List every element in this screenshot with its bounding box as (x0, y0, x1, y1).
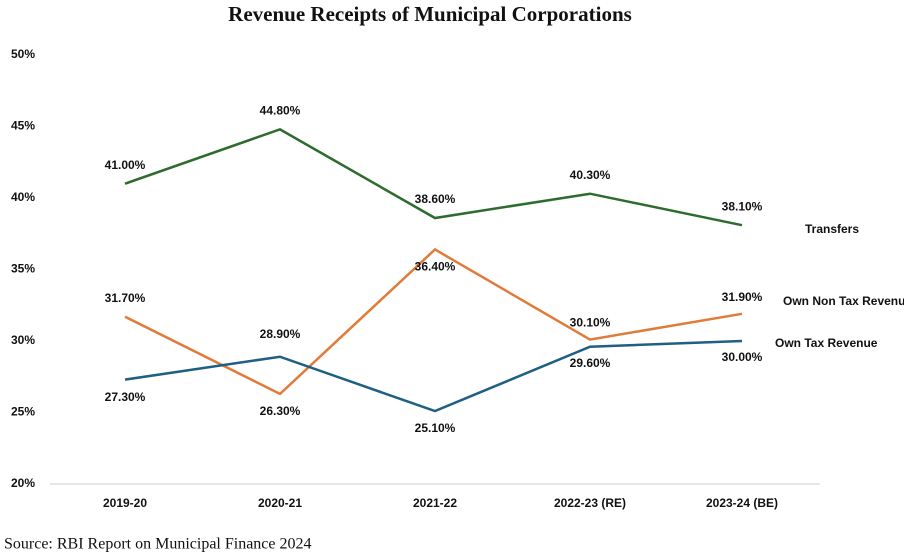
data-label: 26.30% (260, 404, 301, 418)
series-line (124, 339, 743, 413)
data-label: 30.00% (722, 350, 763, 364)
x-tick-label: 2023-24 (BE) (706, 496, 778, 510)
x-tick-label: 2022-23 (RE) (554, 496, 626, 510)
data-label: 40.30% (570, 168, 611, 182)
y-tick-label: 45% (11, 119, 35, 133)
y-tick-label: 20% (11, 476, 35, 490)
y-tick-label: 50% (11, 47, 35, 61)
x-tick-label: 2019-20 (103, 496, 147, 510)
data-label: 41.00% (105, 158, 146, 172)
data-label: 36.40% (415, 260, 456, 274)
x-tick-label: 2021-22 (413, 496, 457, 510)
data-label: 28.90% (260, 327, 301, 341)
data-label: 38.10% (722, 199, 763, 213)
series-line (124, 127, 743, 227)
series-name: Own Non Tax Revenue (783, 294, 904, 308)
data-label: 44.80% (260, 104, 301, 118)
y-tick-label: 40% (11, 190, 35, 204)
series-name: Own Tax Revenue (775, 336, 878, 350)
y-tick-label: 30% (11, 333, 35, 347)
data-label: 31.70% (105, 291, 146, 305)
data-label: 29.60% (570, 356, 611, 370)
data-label: 27.30% (105, 390, 146, 404)
series-line (124, 247, 743, 396)
source-note: Source: RBI Report on Municipal Finance … (4, 536, 312, 553)
data-label: 38.60% (415, 192, 456, 206)
data-label: 25.10% (415, 421, 456, 435)
chart-title: Revenue Receipts of Municipal Corporatio… (228, 2, 632, 26)
y-tick-label: 35% (11, 262, 35, 276)
data-label: 30.10% (570, 316, 611, 330)
data-label: 31.90% (722, 290, 763, 304)
y-tick-label: 25% (11, 405, 35, 419)
x-tick-label: 2020-21 (258, 496, 302, 510)
series-name: Transfers (805, 222, 859, 236)
